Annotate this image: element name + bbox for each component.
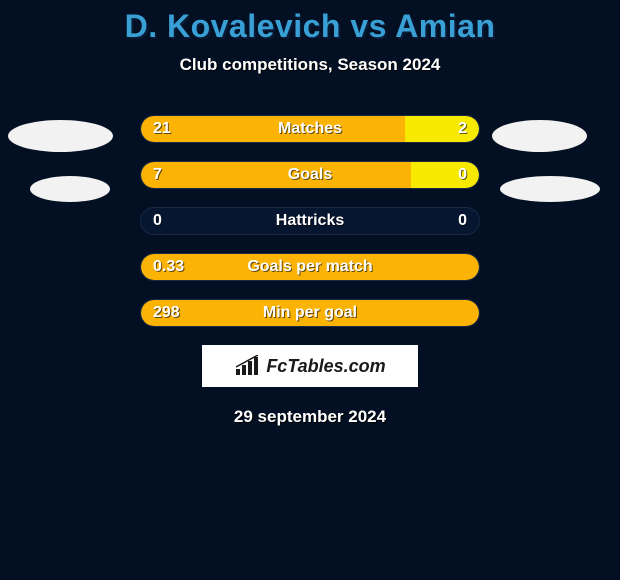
stat-label: Min per goal (263, 304, 357, 322)
player-shape-bot-right (500, 176, 600, 202)
bars-icon (234, 355, 262, 377)
stat-row: 7 0 Goals (140, 161, 480, 189)
stat-value-right: 0 (458, 166, 467, 184)
stat-value-left: 0 (153, 212, 162, 230)
page-title: D. Kovalevich vs Amian (0, 8, 620, 45)
stat-value-right: 2 (458, 120, 467, 138)
bar-right (411, 162, 479, 188)
stat-label: Goals (288, 166, 332, 184)
comparison-card: D. Kovalevich vs Amian Club competitions… (0, 0, 620, 427)
bar-right (405, 116, 479, 142)
stats-list: 21 2 Matches 7 0 Goals 0 0 Hattricks 0.33 Goals pe… (140, 115, 480, 327)
stat-label: Goals per match (247, 258, 372, 276)
source-logo: FcTables.com (202, 345, 418, 387)
subtitle: Club competitions, Season 2024 (0, 55, 620, 75)
logo-text: FcTables.com (266, 356, 385, 377)
stat-row: 21 2 Matches (140, 115, 480, 143)
stat-value-left: 7 (153, 166, 162, 184)
player-shape-top-left (8, 120, 113, 152)
stat-row: 298 Min per goal (140, 299, 480, 327)
player-shape-top-right (492, 120, 587, 152)
stat-value-left: 0.33 (153, 258, 184, 276)
stat-value-left: 21 (153, 120, 171, 138)
stat-row: 0.33 Goals per match (140, 253, 480, 281)
stat-label: Hattricks (276, 212, 344, 230)
date-label: 29 september 2024 (0, 407, 620, 427)
bar-left (141, 116, 405, 142)
stat-row: 0 0 Hattricks (140, 207, 480, 235)
bar-left (141, 162, 411, 188)
stat-value-left: 298 (153, 304, 180, 322)
player-shape-bot-left (30, 176, 110, 202)
stat-value-right: 0 (458, 212, 467, 230)
stat-label: Matches (278, 120, 342, 138)
